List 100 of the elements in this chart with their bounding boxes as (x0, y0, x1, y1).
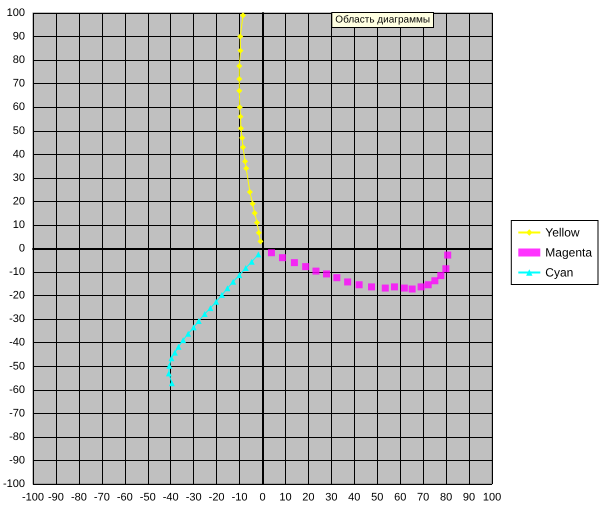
x-tick-label: -20 (208, 492, 225, 504)
legend-label: Cyan (545, 266, 574, 280)
point (255, 251, 262, 258)
x-tick-label: 40 (348, 492, 360, 504)
y-tick-label: 30 (12, 172, 26, 184)
y-tick-label: -10 (9, 266, 26, 278)
x-tick-label: -70 (94, 492, 110, 504)
legend-label: Yellow (545, 226, 580, 240)
point (290, 259, 298, 266)
y-tick-label: -100 (2, 478, 26, 490)
x-tick-label: -90 (48, 492, 64, 504)
point (176, 344, 182, 350)
point (243, 165, 250, 172)
point (224, 285, 230, 292)
y-tick-label: -40 (9, 336, 26, 349)
y-tick-label: 50 (12, 124, 26, 137)
point (268, 249, 275, 256)
x-tick-label: -60 (116, 492, 133, 504)
point (240, 144, 246, 150)
y-tick-label: 90 (12, 30, 26, 43)
point (236, 272, 242, 278)
point (333, 274, 340, 282)
point (238, 125, 244, 132)
point (218, 292, 225, 298)
y-tick-label: 60 (12, 101, 26, 114)
x-tick-label: 80 (440, 492, 452, 504)
point (240, 12, 246, 18)
x-tick-label: 70 (417, 492, 430, 504)
point (408, 286, 416, 293)
x-tick-label: -30 (186, 492, 202, 504)
point (418, 283, 425, 290)
point (236, 76, 242, 82)
point (250, 200, 256, 207)
point (444, 252, 452, 259)
y-tick-label: 100 (6, 7, 26, 19)
y-tick-label: -60 (9, 384, 26, 396)
point (252, 210, 258, 216)
y-tick-label: -70 (9, 407, 26, 420)
point (254, 220, 260, 226)
point (166, 362, 172, 369)
point (207, 305, 214, 312)
x-tick-label: -10 (232, 492, 248, 504)
x-tick-label: -40 (162, 492, 179, 504)
y-tick-label: 40 (12, 148, 26, 160)
y-tick-label: -90 (9, 454, 26, 466)
point (431, 277, 438, 284)
point (213, 298, 220, 305)
point (236, 62, 242, 69)
x-tick-label: 20 (302, 492, 315, 504)
x-tick-label: 60 (394, 492, 406, 504)
point (323, 270, 330, 278)
point (166, 370, 172, 376)
point (312, 268, 320, 275)
y-tick-label: -80 (9, 430, 26, 443)
point (278, 254, 286, 262)
point (248, 258, 255, 265)
point (237, 34, 244, 40)
point (242, 265, 249, 272)
point (202, 310, 208, 317)
point (356, 281, 363, 288)
point (246, 188, 253, 195)
point (256, 230, 262, 236)
point (442, 265, 450, 272)
point (368, 283, 376, 290)
y-tick-label: -20 (9, 290, 26, 302)
y-tick-label: 20 (12, 195, 26, 208)
point (239, 134, 246, 141)
point (230, 278, 236, 285)
point (437, 272, 444, 280)
y-tick-label: 80 (12, 54, 26, 66)
point (196, 318, 202, 324)
point (180, 337, 186, 344)
point (302, 263, 310, 270)
x-tick-label: -80 (70, 492, 87, 504)
x-tick-label: 30 (325, 492, 338, 504)
x-tick-label: -50 (140, 492, 156, 504)
point (242, 158, 248, 164)
point (382, 284, 389, 292)
point (344, 278, 352, 286)
point (237, 48, 244, 54)
point (424, 281, 432, 288)
x-tick-label: 10 (279, 492, 292, 504)
y-tick-label: 0 (18, 242, 26, 254)
annotation: Область диаграммы (335, 14, 430, 26)
legend-label: Magenta (545, 246, 592, 260)
point (172, 350, 178, 356)
point (237, 114, 244, 120)
point (168, 380, 175, 386)
x-tick-label: 50 (371, 492, 384, 504)
x-tick-label: 0 (259, 492, 266, 504)
y-tick-label: 10 (12, 218, 26, 231)
point (236, 104, 243, 110)
point (236, 88, 242, 94)
point (190, 324, 197, 330)
point (400, 284, 408, 292)
y-tick-label: 70 (12, 78, 26, 90)
point (168, 355, 174, 362)
x-tick-label: 100 (482, 492, 502, 504)
y-tick-label: -50 (9, 360, 26, 372)
point (257, 238, 264, 244)
